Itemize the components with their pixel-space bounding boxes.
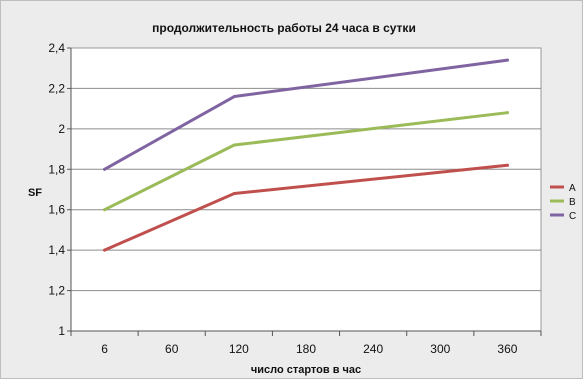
y-tick-label: 1 [58,324,65,338]
y-tick-label: 2,2 [48,81,65,95]
legend: ABC [550,183,576,222]
data-point-B [505,111,509,115]
data-point-B [232,143,236,147]
x-tick-label: 6 [101,342,108,356]
series-lines [103,58,509,252]
data-point-B [103,208,107,212]
y-tick-label: 1,8 [48,162,65,176]
data-point-C [232,95,236,99]
y-tick-label: 1,6 [48,203,65,217]
chart-title: продолжительность работы 24 часа в сутки [152,21,416,35]
legend-label-A: A [569,183,576,194]
data-point-A [103,248,107,252]
x-tick-label: 120 [229,342,249,356]
data-point-A [505,163,509,167]
legend-label-B: B [569,197,576,208]
y-tick-label: 2,4 [48,41,65,55]
axes: 1 1,2 1,4 1,6 1,8 2 2,2 2,4 6 60 120 180 240 300 360 [48,41,542,356]
y-tick-label: 1,2 [48,284,65,298]
plot-area [70,47,542,332]
x-tick-label: 360 [497,342,517,356]
x-tick-label: 300 [430,342,450,356]
data-point-A [232,192,236,196]
x-tick-label: 180 [296,342,316,356]
y-tick-label: 2 [58,122,65,136]
y-axis-label: SF [28,187,42,199]
x-axis-label: число стартов в час [251,364,361,376]
data-point-C [103,167,107,171]
x-tick-label: 240 [363,342,383,356]
data-point-C [505,58,509,62]
x-tick-label: 60 [165,342,179,356]
legend-label-C: C [569,211,576,222]
y-tick-label: 1,4 [48,243,65,257]
